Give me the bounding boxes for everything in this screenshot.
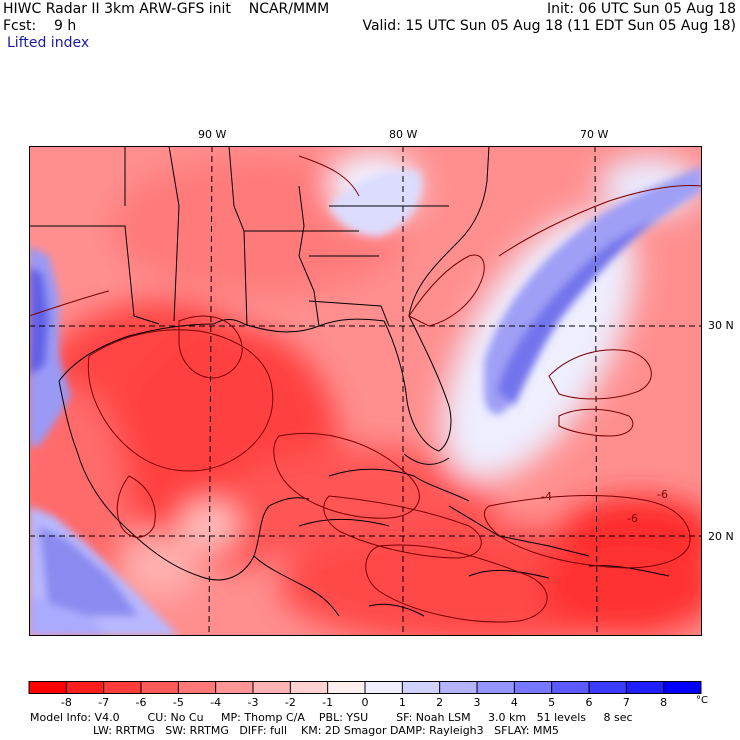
colorbar-swatch [327, 681, 366, 693]
colorbar-swatch [551, 681, 590, 693]
colorbar-tick-label: 2 [436, 696, 443, 709]
colorbar-swatch [29, 681, 67, 693]
colorbar-tick-label: 6 [586, 696, 593, 709]
lat-label-30n: 30 N [708, 319, 734, 332]
colorbar-tick-label: -8 [61, 696, 72, 709]
contours [29, 155, 702, 623]
colorbar-tick-label: 0 [362, 696, 369, 709]
colorbar-tick-label: -3 [248, 696, 259, 709]
colorbar-tick-label: -4 [210, 696, 221, 709]
colorbar-swatch [402, 681, 441, 693]
lifted-index-map: -4 -6 -6 [29, 146, 702, 636]
colorbar-tick-label: 4 [511, 696, 518, 709]
map-border [29, 146, 702, 636]
contour-labels: -4 -6 -6 [541, 488, 668, 525]
colorbar-swatch [178, 681, 217, 693]
init-time: Init: 06 UTC Sun 05 Aug 18 [547, 1, 736, 17]
colorbar-tick-label: 5 [548, 696, 555, 709]
lon-label-80w: 80 W [389, 128, 418, 141]
colorbar-ticks: -8 -7 -6 -5 -4 -3 -2 -1 0 1 2 3 4 5 6 7 8 [61, 681, 667, 709]
lat-label-20n: 20 N [708, 530, 734, 543]
plot-title: HIWC Radar II 3km ARW-GFS init NCAR/MMM [3, 1, 330, 17]
contour-label: -6 [627, 512, 638, 525]
lon-label-70w: 70 W [580, 128, 609, 141]
contour-label: -4 [541, 490, 552, 503]
colorbar-swatch [103, 681, 142, 693]
graticule [29, 146, 702, 636]
model-info-line1: Model Info: V4.0 CU: No Cu MP: Thomp C/A… [30, 711, 633, 724]
colorbar: -8 -7 -6 -5 -4 -3 -2 -1 0 1 2 3 4 5 6 7 8 °C [28, 681, 708, 709]
colorbar-swatch [626, 681, 665, 693]
forecast-hour: Fcst: 9 h [3, 18, 77, 34]
colorbar-swatch [365, 681, 403, 693]
colorbar-swatch [253, 681, 291, 693]
colorbar-tick-label: -5 [173, 696, 184, 709]
coastlines [29, 146, 670, 617]
colorbar-swatch [663, 681, 702, 693]
colorbar-swatches [28, 681, 702, 694]
contour-label: -6 [657, 488, 668, 501]
model-info-line2: LW: RRTMG SW: RRTMG DIFF: full KM: 2D Sm… [30, 724, 559, 737]
colorbar-tick-label: 1 [399, 696, 406, 709]
lon-label-90w: 90 W [198, 128, 227, 141]
colorbar-tick-label: 7 [623, 696, 630, 709]
colorbar-tick-label: -2 [285, 696, 296, 709]
valid-time: Valid: 15 UTC Sun 05 Aug 18 (11 EDT Sun … [362, 18, 736, 34]
colorbar-swatch [66, 681, 105, 693]
colorbar-tick-label: -1 [322, 696, 333, 709]
colorbar-swatch [514, 681, 553, 693]
colorbar-swatch [439, 681, 478, 693]
colorbar-tick-label: 3 [474, 696, 481, 709]
colorbar-tick-label: 8 [660, 696, 667, 709]
colorbar-swatch [215, 681, 254, 693]
colorbar-swatch [589, 681, 627, 693]
colorbar-swatch [477, 681, 515, 693]
colorbar-swatch [141, 681, 179, 693]
field-name: Lifted index [7, 35, 90, 51]
colorbar-tick-label: -6 [136, 696, 147, 709]
colorbar-swatch [290, 681, 329, 693]
colorbar-tick-label: -7 [98, 696, 109, 709]
stable-zones [29, 166, 702, 636]
colorbar-unit: °C [696, 695, 708, 706]
